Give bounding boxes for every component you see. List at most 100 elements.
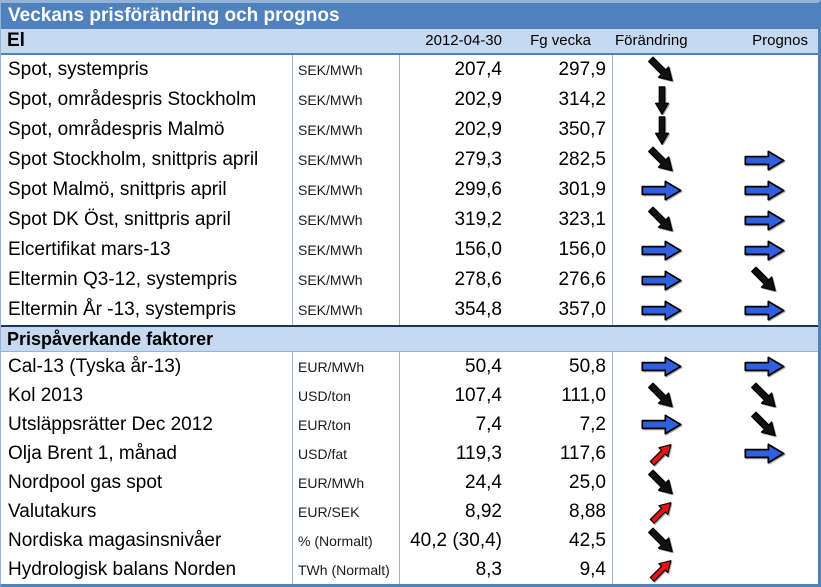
table-row: Spot Malmö, snittpris april SEK/MWh 299,… — [1, 175, 818, 205]
row-unit: EUR/ton — [293, 410, 400, 439]
forecast-right-arrow-icon — [741, 176, 787, 204]
row-value-current: 24,4 — [465, 471, 502, 493]
forecast-arrow-cell — [710, 439, 818, 468]
row-value-previous: 42,5 — [508, 526, 613, 555]
forecast-down-right-arrow-icon — [741, 266, 787, 294]
table-row: Kol 2013 USD/ton 107,4 111,0 — [1, 381, 818, 410]
row-value-previous: 350,7 — [508, 115, 613, 145]
table-row: Eltermin År -13, systempris SEK/MWh 354,… — [1, 295, 818, 325]
change-arrow-cell — [613, 145, 710, 175]
change-right-arrow-icon — [639, 176, 685, 204]
forecast-arrow-cell — [710, 85, 818, 115]
row-label: Spot, områdespris Stockholm — [1, 85, 293, 115]
forecast-arrow-cell — [710, 145, 818, 175]
table-row: Spot, områdespris Stockholm SEK/MWh 202,… — [1, 85, 818, 115]
forecast-arrow-cell — [710, 115, 818, 145]
row-unit: SEK/MWh — [293, 55, 400, 85]
forecast-right-arrow-icon — [741, 440, 787, 468]
forecast-right-arrow-icon — [741, 296, 787, 324]
row-unit: SEK/MWh — [293, 145, 400, 175]
row-unit: SEK/MWh — [293, 235, 400, 265]
row-value-current: 279,3 — [454, 149, 502, 170]
row-unit: SEK/MWh — [293, 265, 400, 295]
change-arrow-cell — [613, 295, 710, 325]
row-value-previous: 50,8 — [508, 352, 613, 381]
table-row: Valutakurs EUR/SEK 8,92 8,88 — [1, 497, 818, 526]
row-unit: SEK/MWh — [293, 85, 400, 115]
row-value-current: 7,4 — [475, 413, 502, 435]
change-right-arrow-icon — [639, 266, 685, 294]
row-label: Spot, systempris — [1, 55, 293, 85]
forecast-arrow-cell — [710, 526, 818, 555]
row-value-current: 8,92 — [465, 500, 502, 522]
forecast-arrow-cell — [710, 352, 818, 381]
row-value-previous: 25,0 — [508, 468, 613, 497]
row-value-previous: 8,88 — [508, 497, 613, 526]
row-label: Spot Malmö, snittpris april — [1, 175, 293, 205]
forecast-arrow-cell — [710, 175, 818, 205]
table-row: Nordpool gas spot EUR/MWh 24,4 25,0 — [1, 468, 818, 497]
forecast-arrow-cell — [710, 55, 818, 85]
change-arrow-cell — [613, 265, 710, 295]
change-up-right-arrow-icon — [639, 556, 685, 584]
row-value-current: 40,2 (30,4) — [410, 529, 502, 551]
change-arrow-cell — [613, 175, 710, 205]
row-value-current: 8,3 — [475, 558, 502, 580]
row-value-previous: 301,9 — [508, 175, 613, 205]
column-header-prev-week: Fg vecka — [530, 32, 591, 49]
forecast-right-arrow-icon — [741, 206, 787, 234]
forecast-down-right-arrow-icon — [741, 411, 787, 439]
row-label: Elcertifikat mars-13 — [1, 235, 293, 265]
row-unit: EUR/MWh — [293, 352, 400, 381]
row-value-previous: 111,0 — [508, 381, 613, 410]
forecast-arrow-cell — [710, 497, 818, 526]
change-arrow-cell — [613, 205, 710, 235]
row-value-current: 107,4 — [454, 384, 502, 406]
row-value-previous: 323,1 — [508, 205, 613, 235]
change-right-arrow-icon — [639, 353, 685, 381]
row-value-previous: 314,2 — [508, 85, 613, 115]
row-value-previous: 7,2 — [508, 410, 613, 439]
row-value-current: 207,4 — [454, 59, 502, 80]
row-label: Nordpool gas spot — [1, 468, 293, 497]
forecast-arrow-cell — [710, 265, 818, 295]
row-label: Eltermin Q3-12, systempris — [1, 265, 293, 295]
row-unit: SEK/MWh — [293, 205, 400, 235]
change-down-right-arrow-icon — [639, 469, 685, 497]
change-down-arrow-icon — [639, 115, 685, 145]
change-arrow-cell — [613, 468, 710, 497]
change-arrow-cell — [613, 235, 710, 265]
row-label: Spot, områdespris Malmö — [1, 115, 293, 145]
row-unit: % (Normalt) — [293, 526, 400, 555]
forecast-right-arrow-icon — [741, 146, 787, 174]
forecast-arrow-cell — [710, 381, 818, 410]
row-label: Spot Stockholm, snittpris april — [1, 145, 293, 175]
row-unit: EUR/SEK — [293, 497, 400, 526]
change-down-right-arrow-icon — [639, 206, 685, 234]
row-unit: TWh (Normalt) — [293, 555, 400, 584]
row-value-previous: 9,4 — [508, 555, 613, 584]
row-value-previous: 156,0 — [508, 235, 613, 265]
section-faktorer-label: Prispåverkande faktorer — [1, 325, 818, 352]
row-value-current: 354,8 — [454, 299, 502, 320]
row-unit: USD/fat — [293, 439, 400, 468]
change-right-arrow-icon — [639, 411, 685, 439]
forecast-right-arrow-icon — [741, 353, 787, 381]
change-arrow-cell — [613, 497, 710, 526]
row-value-current: 202,9 — [454, 119, 502, 140]
row-label: Spot DK Öst, snittpris april — [1, 205, 293, 235]
change-arrow-cell — [613, 439, 710, 468]
forecast-arrow-cell — [710, 555, 818, 584]
change-arrow-cell — [613, 410, 710, 439]
section-el-label: El — [7, 30, 25, 51]
table-row: Cal-13 (Tyska år-13) EUR/MWh 50,4 50,8 — [1, 352, 818, 381]
table-row: Elcertifikat mars-13 SEK/MWh 156,0 156,0 — [1, 235, 818, 265]
change-down-right-arrow-icon — [639, 56, 685, 84]
change-arrow-cell — [613, 381, 710, 410]
table-row: Spot Stockholm, snittpris april SEK/MWh … — [1, 145, 818, 175]
row-label: Utsläppsrätter Dec 2012 — [1, 410, 293, 439]
change-up-right-arrow-icon — [639, 498, 685, 526]
section-faktorer-rows: Cal-13 (Tyska år-13) EUR/MWh 50,4 50,8 K… — [1, 352, 818, 584]
change-down-right-arrow-icon — [639, 527, 685, 555]
table-row: Nordiska magasinsnivåer % (Normalt) 40,2… — [1, 526, 818, 555]
